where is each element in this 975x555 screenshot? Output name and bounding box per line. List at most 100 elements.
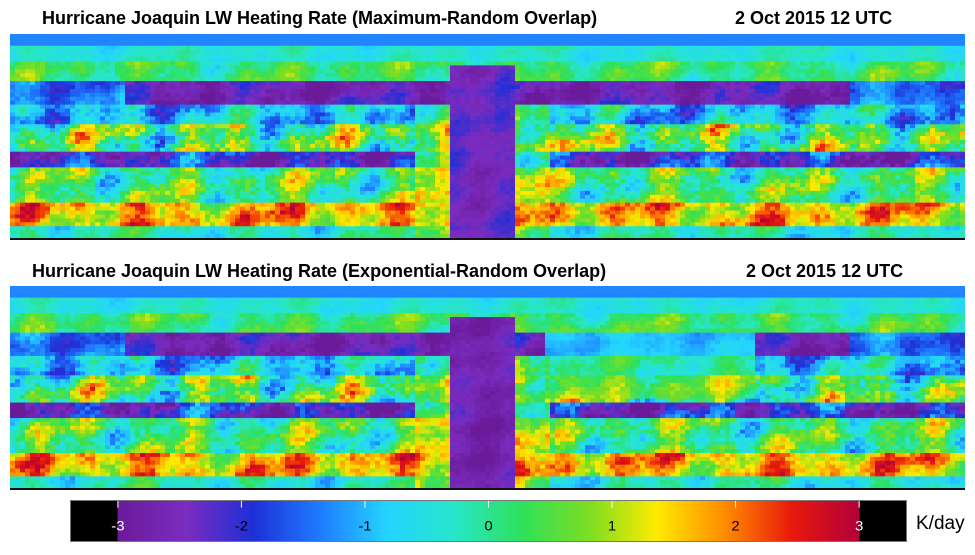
heatmap-cell: [55, 88, 61, 94]
heatmap-cell: [610, 104, 616, 110]
heatmap-cell: [785, 116, 791, 121]
heatmap-cell: [680, 77, 686, 82]
heatmap-cell: [270, 108, 276, 114]
heatmap-cell: [575, 104, 581, 110]
heatmap-cell: [175, 132, 181, 137]
heatmap-cell: [630, 73, 636, 78]
heatmap-cell: [45, 120, 51, 125]
heatmap-cell: [145, 45, 151, 51]
heatmap-cell: [390, 77, 396, 82]
heatmap-cell: [880, 69, 886, 74]
heatmap-cell: [865, 45, 871, 51]
heatmap-cell: [300, 37, 306, 43]
heatmap-cell: [505, 112, 511, 117]
heatmap-cell: [815, 120, 821, 125]
heatmap-cell: [10, 136, 16, 141]
heatmap-cell: [270, 120, 276, 125]
heatmap-cell: [455, 77, 461, 82]
heatmap-cell: [845, 132, 851, 137]
heatmap-cell: [165, 41, 171, 47]
heatmap-cell: [520, 124, 526, 129]
heatmap-cell: [635, 45, 641, 51]
heatmap-cell: [360, 65, 366, 70]
heatmap-cell: [650, 85, 656, 90]
heatmap-cell: [30, 132, 36, 137]
heatmap-cell: [900, 41, 906, 47]
heatmap-cell: [315, 37, 321, 43]
heatmap-cell: [505, 53, 511, 59]
heatmap-cell: [365, 120, 371, 125]
heatmap-cell: [840, 73, 846, 78]
heatmap-cell: [875, 92, 881, 98]
heatmap-cell: [540, 104, 546, 110]
heatmap-cell: [50, 37, 56, 43]
heatmap-cell: [155, 73, 161, 78]
heatmap-cell: [465, 77, 471, 82]
heatmap-cell: [35, 73, 41, 78]
heatmap-cell: [645, 41, 651, 47]
heatmap-cell: [20, 100, 26, 106]
heatmap-cell: [480, 34, 486, 39]
heatmap-cell: [830, 132, 836, 137]
heatmap-cell: [120, 92, 126, 98]
heatmap-cell: [885, 132, 891, 137]
heatmap-cell: [280, 53, 286, 59]
heatmap-cell: [350, 49, 356, 55]
heatmap-cell: [405, 57, 411, 63]
heatmap-cell: [845, 34, 851, 39]
heatmap-cell: [255, 88, 261, 94]
heatmap-cell: [885, 116, 891, 121]
heatmap-cell: [65, 112, 71, 117]
heatmap-cell: [895, 120, 901, 125]
heatmap-cell: [660, 88, 666, 94]
heatmap-cell: [380, 73, 386, 78]
heatmap-cell: [940, 41, 946, 47]
heatmap-cell: [555, 88, 561, 94]
heatmap-cell: [10, 112, 16, 117]
heatmap-cell: [890, 53, 896, 59]
heatmap-cell: [290, 108, 296, 114]
heatmap-cell: [375, 41, 381, 47]
heatmap-cell: [450, 69, 456, 74]
heatmap-cell: [555, 112, 561, 117]
heatmap-cell: [565, 73, 571, 78]
heatmap-cell: [85, 34, 91, 39]
heatmap-cell: [840, 61, 846, 66]
heatmap-cell: [140, 41, 146, 47]
heatmap-cell: [365, 116, 371, 121]
heatmap-cell: [100, 45, 106, 51]
heatmap-cell: [690, 45, 696, 51]
heatmap-cell: [340, 45, 346, 51]
heatmap-cell: [420, 49, 426, 55]
heatmap-cell: [285, 132, 291, 137]
heatmap-cell: [220, 57, 226, 63]
heatmap-cell: [205, 77, 211, 82]
heatmap-cell: [580, 81, 586, 86]
heatmap-cell: [590, 85, 596, 90]
heatmap-cell: [430, 73, 436, 78]
heatmap-cell: [595, 85, 601, 90]
heatmap-cell: [75, 100, 81, 106]
heatmap-cell: [450, 73, 456, 78]
heatmap-cell: [320, 100, 326, 106]
heatmap-cell: [360, 77, 366, 82]
heatmap-cell: [235, 57, 241, 63]
heatmap-cell: [705, 88, 711, 94]
heatmap-cell: [680, 112, 686, 117]
heatmap-cell: [285, 57, 291, 63]
heatmap-cell: [855, 120, 861, 125]
heatmap-cell: [760, 96, 766, 102]
heatmap-cell: [385, 92, 391, 98]
heatmap-cell: [445, 132, 451, 137]
heatmap-cell: [235, 124, 241, 129]
heatmap-cell: [725, 88, 731, 94]
heatmap-cell: [10, 116, 16, 121]
heatmap-cell: [455, 45, 461, 51]
heatmap-cell: [740, 104, 746, 110]
heatmap-cell: [405, 65, 411, 70]
heatmap-cell: [335, 45, 341, 51]
heatmap-cell: [695, 108, 701, 114]
heatmap-cell: [430, 108, 436, 114]
heatmap-cell: [385, 128, 391, 133]
heatmap-cell: [440, 65, 446, 70]
